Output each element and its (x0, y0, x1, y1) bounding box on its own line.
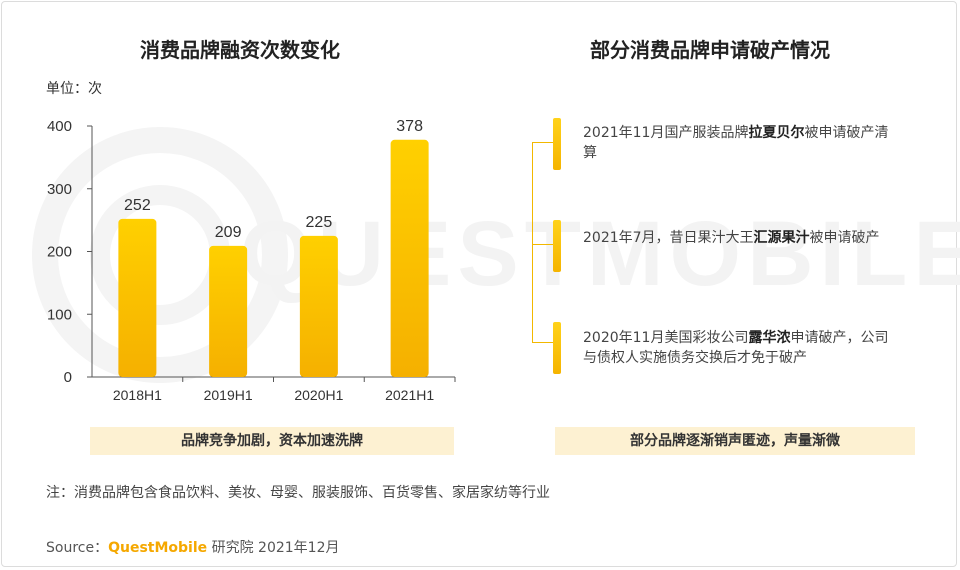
bar-value-label: 378 (396, 118, 423, 135)
timeline-connector (532, 142, 553, 143)
timeline-connector (532, 342, 553, 343)
source-line: Source：QuestMobile 研究院 2021年12月 (46, 537, 340, 557)
x-tick-label: 2020H1 (294, 387, 343, 403)
source-suffix: 研究院 2021年12月 (207, 540, 340, 556)
event-text-pre: 2021年11月国产服装品牌 (583, 125, 749, 141)
chart-caption: 品牌竞争加剧，资本加速洗牌 (90, 427, 454, 455)
unit-label: 单位：次 (46, 81, 102, 97)
bar-value-label: 252 (124, 197, 151, 214)
event-text-pre: 2020年11月美国彩妆公司 (583, 330, 749, 346)
event-item: 2021年11月国产服装品牌拉夏贝尔被申请破产清算 (583, 123, 893, 163)
bar (118, 218, 157, 377)
event-brand: 拉夏贝尔 (748, 125, 805, 141)
bar (390, 139, 429, 377)
bar (209, 245, 248, 377)
event-text-post: 申请破产，公司与债权人实施债务交换后才免于破产 (583, 330, 889, 366)
event-item: 2020年11月美国彩妆公司露华浓申请破产，公司与债权人实施债务交换后才免于破产 (583, 328, 893, 368)
source-brand: QuestMobile (108, 540, 208, 556)
event-text-post: 被申请破产 (809, 230, 880, 246)
timeline-marker (553, 322, 561, 374)
timeline-marker (553, 220, 561, 272)
bar-value-label: 225 (306, 214, 333, 231)
y-tick-label: 0 (64, 369, 72, 386)
bar (299, 235, 338, 377)
event-item: 2021年7月，昔日果汁大王汇源果汁被申请破产 (583, 228, 893, 248)
event-text-post: 被申请破产清算 (583, 125, 889, 161)
x-tick-label: 2018H1 (113, 387, 162, 403)
chart-title: 消费品牌融资次数变化 (140, 38, 340, 62)
event-brand: 露华浓 (748, 330, 791, 346)
footnote: 注：消费品牌包含食品饮料、美妆、母婴、服装服饰、百货零售、家居家纺等行业 (46, 485, 550, 501)
y-tick-label: 300 (47, 181, 72, 198)
y-tick-label: 200 (47, 244, 72, 261)
events-caption: 部分品牌逐渐销声匿迹，声量渐微 (555, 427, 915, 455)
y-tick-label: 400 (47, 118, 72, 135)
timeline-connector (532, 244, 553, 245)
bar-value-label: 209 (215, 224, 242, 241)
event-brand: 汇源果汁 (753, 230, 810, 246)
timeline-marker (553, 118, 561, 170)
x-tick-label: 2021H1 (385, 387, 434, 403)
events-title: 部分消费品牌申请破产情况 (590, 38, 830, 62)
timeline-line (532, 142, 533, 342)
y-tick-label: 100 (47, 306, 72, 323)
x-tick-label: 2019H1 (204, 387, 253, 403)
source-prefix: Source： (46, 540, 109, 556)
event-text-pre: 2021年7月，昔日果汁大王 (583, 230, 754, 246)
